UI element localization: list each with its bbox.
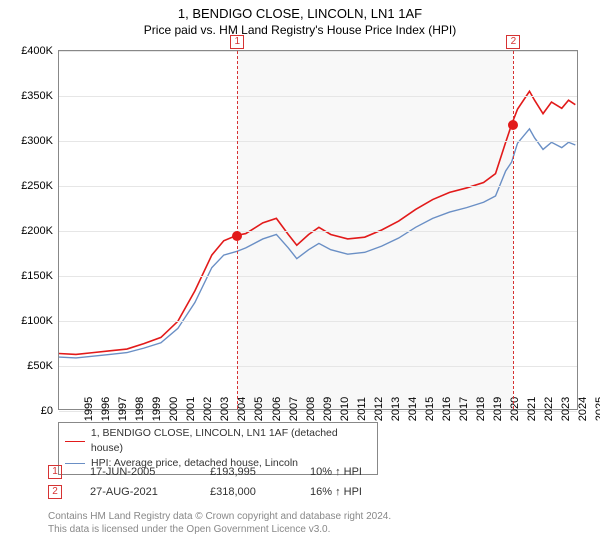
chart-series (59, 91, 575, 354)
event-price: £193,995 (210, 466, 310, 478)
legend-swatch (65, 441, 85, 442)
footer-line: Contains HM Land Registry data © Crown c… (48, 510, 391, 523)
event-date: 17-JUN-2005 (90, 466, 210, 478)
events-table: 1 17-JUN-2005£193,99510% ↑ HPI 2 27-AUG-202… (48, 462, 390, 502)
event-date: 27-AUG-2021 (90, 486, 210, 498)
event-delta: 10% ↑ HPI (310, 466, 390, 478)
footer-line: This data is licensed under the Open Gov… (48, 523, 391, 536)
y-axis-label: £300K (21, 135, 59, 147)
event-marker: 1 (230, 35, 244, 49)
y-axis-label: £0 (41, 405, 59, 417)
y-axis-label: £350K (21, 90, 59, 102)
y-axis-label: £100K (21, 315, 59, 327)
event-row: 1 17-JUN-2005£193,99510% ↑ HPI (48, 462, 390, 482)
sale-point (232, 231, 242, 241)
sale-point (508, 120, 518, 130)
chart-series (59, 129, 575, 358)
event-marker-box: 2 (48, 485, 62, 499)
footer-credits: Contains HM Land Registry data © Crown c… (48, 510, 391, 536)
event-delta: 16% ↑ HPI (310, 486, 390, 498)
x-axis-label: 2025 (570, 397, 600, 421)
event-price: £318,000 (210, 486, 310, 498)
event-row: 2 27-AUG-2021£318,00016% ↑ HPI (48, 482, 390, 502)
y-axis-label: £250K (21, 180, 59, 192)
y-axis-label: £200K (21, 225, 59, 237)
y-axis-label: £400K (21, 45, 59, 57)
legend-row: 1, BENDIGO CLOSE, LINCOLN, LN1 1AF (deta… (65, 426, 371, 456)
y-axis-label: £50K (27, 360, 59, 372)
price-chart: £0£50K£100K£150K£200K£250K£300K£350K£400… (58, 50, 578, 410)
event-marker-box: 1 (48, 465, 62, 479)
event-marker: 2 (506, 35, 520, 49)
legend-label: 1, BENDIGO CLOSE, LINCOLN, LN1 1AF (deta… (91, 426, 371, 456)
chart-title: 1, BENDIGO CLOSE, LINCOLN, LN1 1AF (0, 6, 600, 21)
y-axis-label: £150K (21, 270, 59, 282)
